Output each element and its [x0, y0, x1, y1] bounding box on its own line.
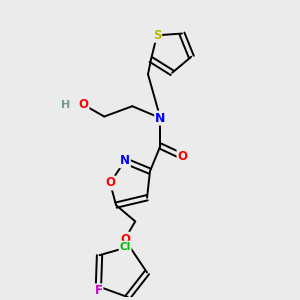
Text: O: O: [79, 98, 88, 111]
Text: N: N: [155, 112, 166, 124]
Text: S: S: [153, 29, 161, 42]
Text: O: O: [120, 232, 130, 246]
Text: O: O: [178, 150, 188, 163]
Text: F: F: [94, 284, 102, 297]
Text: Cl: Cl: [119, 242, 131, 252]
Text: O: O: [105, 176, 115, 190]
Text: H: H: [61, 100, 70, 110]
Text: N: N: [120, 154, 130, 167]
